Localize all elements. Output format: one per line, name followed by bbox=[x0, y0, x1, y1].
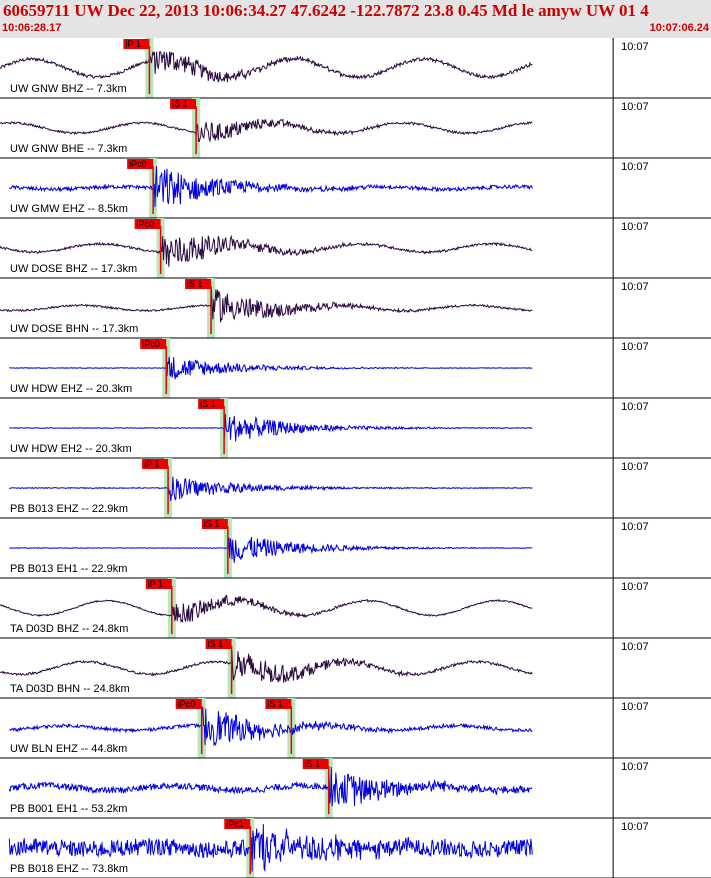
station-label: UW GNW BHE -- 7.3km bbox=[10, 143, 127, 155]
station-label: UW DOSE BHN -- 17.3km bbox=[10, 323, 138, 335]
pick-label-box bbox=[145, 579, 172, 589]
waveform bbox=[0, 51, 533, 84]
waveform bbox=[9, 536, 533, 563]
waveform bbox=[0, 118, 533, 143]
end-time: 10:07:06.24 bbox=[649, 22, 709, 34]
pick-label-box bbox=[123, 39, 150, 49]
station-label: UW GMW EHZ -- 8.5km bbox=[10, 203, 128, 215]
station-label: UW HDW EH2 -- 20.3km bbox=[10, 443, 132, 455]
pick-label: iP 1 bbox=[125, 39, 140, 49]
pick-label: iS 1 bbox=[172, 99, 188, 109]
pick-label-box bbox=[201, 519, 228, 529]
station-label: PB B013 EHZ -- 22.9km bbox=[10, 503, 128, 515]
time-tick-label: 10:07 bbox=[621, 701, 649, 713]
waveform bbox=[9, 706, 533, 747]
waveform bbox=[9, 476, 533, 501]
waveform bbox=[8, 166, 533, 208]
pick-label-box bbox=[140, 339, 167, 349]
station-label: TA D03D BHN -- 24.8km bbox=[10, 683, 130, 695]
waveform bbox=[0, 289, 533, 323]
pick-label-box bbox=[175, 699, 202, 709]
pick-label: iPc0 bbox=[137, 219, 155, 229]
pick-label-box bbox=[205, 639, 232, 649]
pick-label-box bbox=[134, 219, 161, 229]
pick-label: iS 1 bbox=[200, 399, 216, 409]
station-label: UW DOSE BHZ -- 17.3km bbox=[10, 263, 137, 275]
pick-label-box bbox=[198, 399, 225, 409]
waveform bbox=[8, 823, 533, 873]
pick-label: iS 1 bbox=[305, 759, 321, 769]
station-label: UW GNW BHZ -- 7.3km bbox=[10, 83, 127, 95]
pick-label: iPc0 bbox=[178, 699, 196, 709]
pick-label: iPc1 bbox=[226, 819, 244, 829]
pick-label: iS 1 bbox=[267, 699, 283, 709]
pick-label-box bbox=[142, 459, 169, 469]
pick-label-box bbox=[170, 99, 197, 109]
station-label: PB B001 EH1 -- 53.2km bbox=[10, 803, 127, 815]
pick-label: iP 1 bbox=[144, 459, 159, 469]
station-label: TA D03D BHZ -- 24.8km bbox=[10, 623, 128, 635]
waveform bbox=[8, 766, 533, 807]
pick-label-box bbox=[265, 699, 292, 709]
time-tick-label: 10:07 bbox=[621, 581, 649, 593]
pick-label: iS 1 bbox=[187, 279, 203, 289]
time-tick-label: 10:07 bbox=[621, 101, 649, 113]
time-tick-label: 10:07 bbox=[621, 341, 649, 353]
time-tick-label: 10:07 bbox=[621, 461, 649, 473]
pick-label-box bbox=[127, 159, 154, 169]
time-tick-label: 10:07 bbox=[621, 221, 649, 233]
start-time: 10:06:28.17 bbox=[2, 22, 62, 34]
pick-label: iP 1 bbox=[148, 579, 163, 589]
time-tick-label: 10:07 bbox=[621, 761, 649, 773]
time-tick-label: 10:07 bbox=[621, 161, 649, 173]
station-label: PB B018 EHZ -- 73.8km bbox=[10, 863, 128, 875]
pick-label: iPc0 bbox=[142, 339, 160, 349]
pick-label: iS 1 bbox=[204, 519, 220, 529]
time-tick-label: 10:07 bbox=[621, 401, 649, 413]
time-tick-label: 10:07 bbox=[621, 521, 649, 533]
waveform bbox=[0, 650, 533, 683]
header-bar: 60659711 UW Dec 22, 2013 10:06:34.27 47.… bbox=[0, 0, 711, 38]
station-label: UW HDW EHZ -- 20.3km bbox=[10, 383, 132, 395]
pick-label: iPc0 bbox=[129, 159, 147, 169]
pick-label-box bbox=[302, 759, 329, 769]
pick-label: iS 1 bbox=[208, 639, 224, 649]
time-tick-label: 10:07 bbox=[621, 281, 649, 293]
waveform bbox=[9, 413, 533, 442]
waveform bbox=[9, 356, 533, 380]
pick-label-box bbox=[185, 279, 212, 289]
pick-label-box bbox=[224, 819, 251, 829]
event-title: 60659711 UW Dec 22, 2013 10:06:34.27 47.… bbox=[3, 1, 649, 20]
time-tick-label: 10:07 bbox=[621, 641, 649, 653]
station-label: UW BLN EHZ -- 44.8km bbox=[10, 743, 127, 755]
waveform bbox=[0, 234, 533, 267]
station-label: PB B013 EH1 -- 22.9km bbox=[10, 563, 127, 575]
seismogram-panel: iP 1 UW GNW BHZ -- 7.3km 10:07 iS 1 UW GNW B… bbox=[0, 38, 711, 878]
waveform bbox=[0, 594, 533, 624]
time-tick-label: 10:07 bbox=[621, 41, 649, 53]
time-tick-label: 10:07 bbox=[621, 821, 649, 833]
